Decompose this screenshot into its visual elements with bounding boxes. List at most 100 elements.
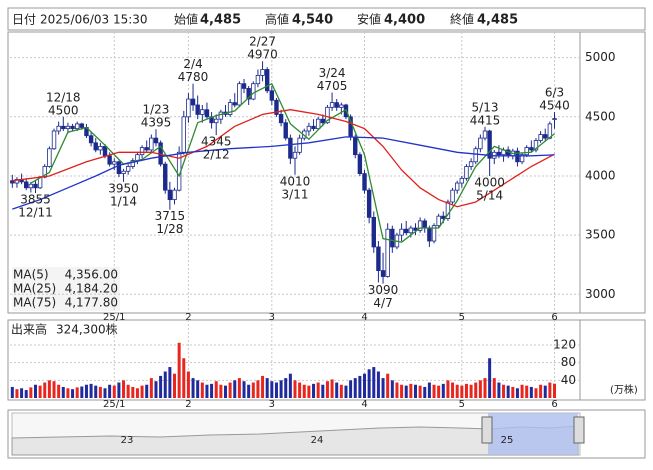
volume-bar (233, 380, 237, 398)
x-tick-label: 5 (459, 399, 465, 410)
field-name: 安値 (357, 12, 381, 27)
volume-bar (302, 384, 306, 398)
candle-body (468, 161, 474, 167)
volume-bar (20, 388, 24, 398)
candle-body (79, 123, 85, 128)
volume-bar (492, 378, 496, 398)
legend-name: MA(25) (13, 282, 56, 296)
volume-bar (61, 386, 65, 398)
volume-bar (103, 388, 107, 398)
navigator-handle[interactable] (573, 416, 585, 444)
candle-body (153, 137, 159, 144)
volume-bar (386, 373, 390, 398)
candle-body (315, 118, 321, 130)
volume-bar (135, 388, 139, 398)
volume-bar (98, 386, 102, 398)
field-value: 4,485 (477, 13, 518, 28)
volume-bar (363, 373, 367, 398)
volume-bar (372, 367, 376, 398)
candle-body (246, 88, 251, 100)
candle-body (422, 220, 427, 229)
x-tick-label: 4 (361, 312, 367, 323)
y-tick-label: 80 (561, 355, 576, 369)
y-tick-label: 4500 (585, 109, 616, 123)
field-name: 始値 (174, 12, 198, 27)
volume-bar (460, 385, 464, 398)
candle-body (116, 161, 122, 174)
candle-body (357, 154, 363, 174)
y-tick-label: 120 (553, 337, 576, 351)
navigator-window[interactable] (488, 413, 578, 455)
field-value: 4,400 (384, 13, 425, 28)
volume-bar (409, 383, 413, 398)
volume-bar (293, 380, 297, 398)
volume-bar (173, 373, 177, 398)
candle-body (297, 137, 302, 153)
annotation-price: 4540 (539, 99, 570, 113)
volume-bar (274, 382, 278, 398)
volume-bar (464, 383, 468, 398)
volume-bar (335, 382, 339, 398)
volume-bar (247, 384, 251, 398)
candle-body (181, 116, 186, 153)
candle-body (399, 228, 404, 236)
field-name: 終値 (450, 12, 474, 27)
candle-body (56, 125, 61, 132)
volume-bar (312, 383, 316, 398)
candle-body (320, 118, 326, 124)
volume-bar (339, 384, 343, 398)
candle-body (251, 83, 256, 100)
navigator-label: 25 (501, 435, 514, 446)
annotation-price: 3950 (108, 181, 139, 195)
candle-body (269, 90, 275, 101)
annotation-date: 4/7 (373, 296, 392, 310)
candle-body (533, 140, 539, 151)
volume-bar (400, 384, 404, 398)
navigator-label: 23 (121, 435, 134, 446)
legend-name: MA(75) (13, 296, 56, 310)
candle-body (255, 75, 261, 85)
volume-bar (205, 384, 209, 398)
candle-body (167, 189, 173, 201)
annotation-price: 3855 (20, 193, 51, 207)
volume-bar (43, 382, 47, 398)
candle-body (408, 227, 414, 234)
candle-body (93, 142, 98, 151)
volume-bar (488, 358, 492, 398)
navigator-label: 24 (311, 435, 324, 446)
candle-body (232, 102, 237, 106)
candle-body (459, 177, 465, 184)
volume-bar (265, 378, 269, 398)
volume-bar (432, 384, 436, 398)
volume-bar (381, 378, 385, 398)
volume-bar (455, 384, 459, 398)
y-tick-label: 40 (561, 373, 576, 387)
navigator-handle[interactable] (481, 416, 493, 444)
volume-bar (367, 369, 371, 398)
volume-bar (75, 387, 79, 398)
x-tick-label: 25/1 (103, 312, 125, 323)
annotation-date: 2/27 (249, 35, 276, 49)
x-tick-label: 4 (361, 399, 367, 410)
volume-bar (349, 380, 353, 398)
volume-bar (548, 382, 552, 398)
candle-body (278, 114, 284, 124)
volume-bar (182, 358, 186, 398)
annotation-price: 3090 (368, 283, 399, 297)
x-tick-label: 3 (269, 399, 275, 410)
y-tick-label: 3500 (585, 228, 616, 242)
volume-bar (80, 386, 84, 398)
candle-body (107, 155, 112, 165)
candle-body (292, 151, 298, 159)
candle-body (496, 151, 502, 156)
candle-body (61, 125, 66, 130)
candle-body (33, 183, 38, 189)
volume-bar (506, 385, 510, 398)
x-tick-label: 6 (551, 399, 557, 410)
candle-body (413, 227, 418, 231)
candle-body (552, 118, 557, 120)
volume-bar (483, 378, 487, 398)
volume-bar (38, 385, 42, 398)
x-tick-label: 25/1 (103, 399, 125, 410)
volume-bar (108, 384, 112, 398)
